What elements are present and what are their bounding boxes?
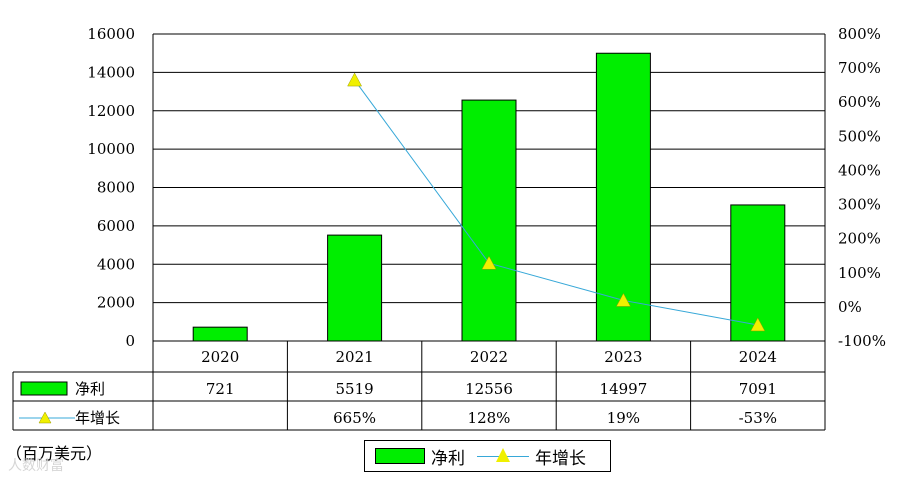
watermark: 人数财富 bbox=[8, 458, 64, 474]
table-cell: 5519 bbox=[336, 380, 374, 398]
category-label: 2020 bbox=[201, 348, 239, 366]
growth-marker bbox=[347, 72, 363, 87]
y-right-tick-label: -100% bbox=[838, 332, 886, 350]
y-right-tick-label: 600% bbox=[838, 93, 881, 111]
category-label: 2023 bbox=[604, 348, 642, 366]
row-label: 年增长 bbox=[75, 409, 120, 427]
growth-marker bbox=[750, 317, 766, 332]
y-left-tick-label: 6000 bbox=[97, 217, 135, 235]
y-right-tick-label: 500% bbox=[838, 127, 881, 145]
y-left-tick-label: 4000 bbox=[97, 255, 135, 273]
growth-marker bbox=[615, 292, 631, 307]
row-bar-swatch bbox=[20, 381, 68, 396]
y-left-tick-label: 2000 bbox=[97, 294, 135, 312]
table-cell: 19% bbox=[607, 409, 640, 427]
y-left-tick-label: 12000 bbox=[87, 102, 135, 120]
bar bbox=[461, 99, 517, 342]
table-cell: 14997 bbox=[600, 380, 648, 398]
y-right-tick-label: 800% bbox=[838, 25, 881, 43]
table-cell: 721 bbox=[206, 380, 235, 398]
y-right-tick-label: 700% bbox=[838, 59, 881, 77]
growth-series-line bbox=[354, 79, 758, 326]
data-table: 2020 2021 2022 2023 2024 净利 721 5519 12556 14997 7… bbox=[12, 341, 825, 431]
table-cell: 665% bbox=[333, 409, 376, 427]
row-line-marker bbox=[38, 411, 52, 424]
y-left-tick-label: 16000 bbox=[87, 25, 135, 43]
y-left-tick-label: 14000 bbox=[87, 63, 135, 81]
y-right-tick-label: 400% bbox=[838, 161, 881, 179]
legend-bar-swatch bbox=[375, 448, 425, 464]
y-left-tick-label: 8000 bbox=[97, 179, 135, 197]
unit-label: （百万美元） bbox=[6, 444, 103, 463]
y-left-tick-label: 0 bbox=[125, 332, 135, 350]
growth-marker bbox=[481, 255, 497, 270]
y-right-tick-label: 200% bbox=[838, 230, 881, 248]
axis-ticks: 16000 14000 12000 10000 8000 6000 4000 2000 0 800… bbox=[87, 25, 886, 350]
growth-line bbox=[347, 72, 766, 332]
y-right-tick-label: 300% bbox=[838, 196, 881, 214]
category-label: 2021 bbox=[336, 348, 374, 366]
table-cell: 128% bbox=[468, 409, 511, 427]
y-right-tick-label: 100% bbox=[838, 264, 881, 282]
y-right-tick-label: 0% bbox=[838, 298, 862, 316]
row-label: 净利 bbox=[75, 380, 105, 398]
legend: 净利 年增长 bbox=[364, 440, 611, 472]
bars bbox=[192, 52, 786, 342]
table-cell: 12556 bbox=[465, 380, 513, 398]
legend-line-label: 年增长 bbox=[535, 448, 586, 469]
legend-line-icon bbox=[477, 446, 529, 466]
bar bbox=[192, 326, 248, 342]
bar bbox=[327, 234, 383, 342]
category-label: 2024 bbox=[739, 348, 777, 366]
y-left-tick-label: 10000 bbox=[87, 140, 135, 158]
table-cell: -53% bbox=[739, 409, 777, 427]
legend-bar-label: 净利 bbox=[431, 448, 465, 469]
table-cell: 7091 bbox=[739, 380, 777, 398]
category-label: 2022 bbox=[470, 348, 508, 366]
